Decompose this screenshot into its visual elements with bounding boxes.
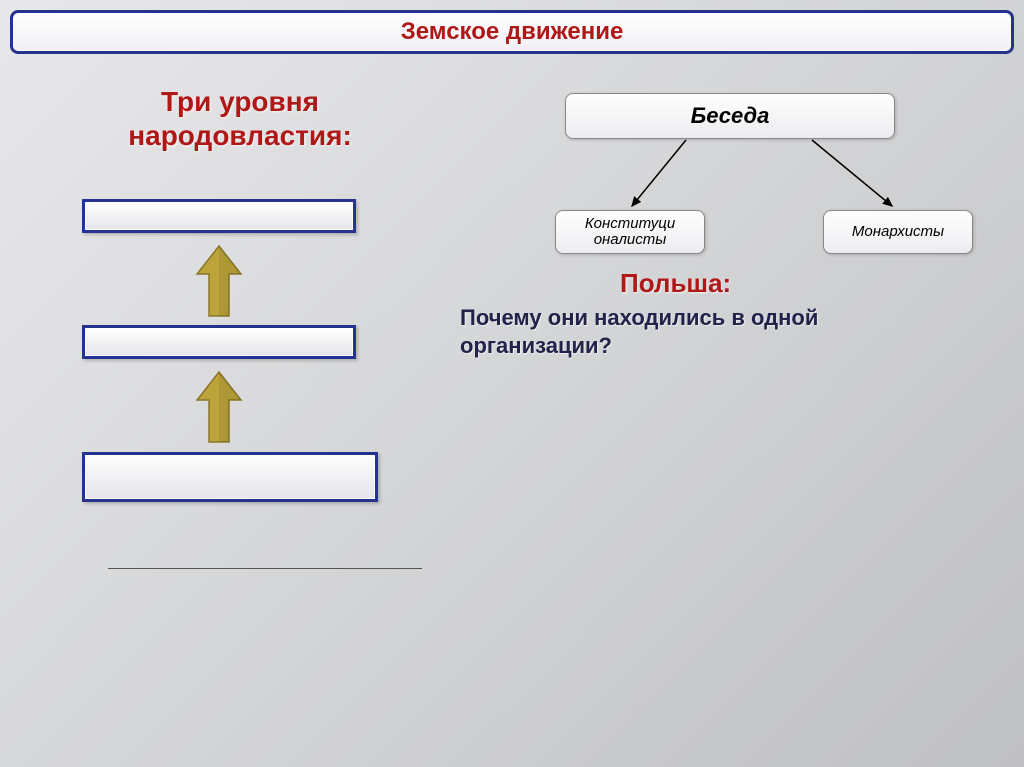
subtitle: Три уровня народовластия:: [100, 85, 380, 152]
divider-line: [108, 568, 422, 569]
level-box-2: [82, 325, 356, 359]
question-text: Почему они находились в одной организаци…: [460, 304, 960, 359]
level-box-3: [82, 452, 378, 502]
question-line2: организации?: [460, 333, 612, 358]
subtitle-line1: Три уровня: [161, 86, 319, 117]
tree-parent-box: Беседа: [565, 93, 895, 139]
up-arrow-2: [195, 370, 243, 444]
page-title: Земское движение: [401, 18, 624, 46]
level-box-1: [82, 199, 356, 233]
title-bar: Земское движение: [10, 10, 1014, 54]
subtitle-line2: народовластия:: [128, 120, 352, 151]
up-arrow-1: [195, 244, 243, 318]
question-line1: Почему они находились в одной: [460, 305, 818, 330]
tree-child-left-box: Конституци оналисты: [555, 210, 705, 254]
tree-child-left-label: Конституци оналисты: [585, 216, 675, 249]
section-title: Польша:: [620, 268, 731, 299]
tree-child-right-box: Монархисты: [823, 210, 973, 254]
tree-parent-label: Беседа: [691, 103, 770, 129]
tree-child-right-label: Монархисты: [852, 224, 944, 241]
